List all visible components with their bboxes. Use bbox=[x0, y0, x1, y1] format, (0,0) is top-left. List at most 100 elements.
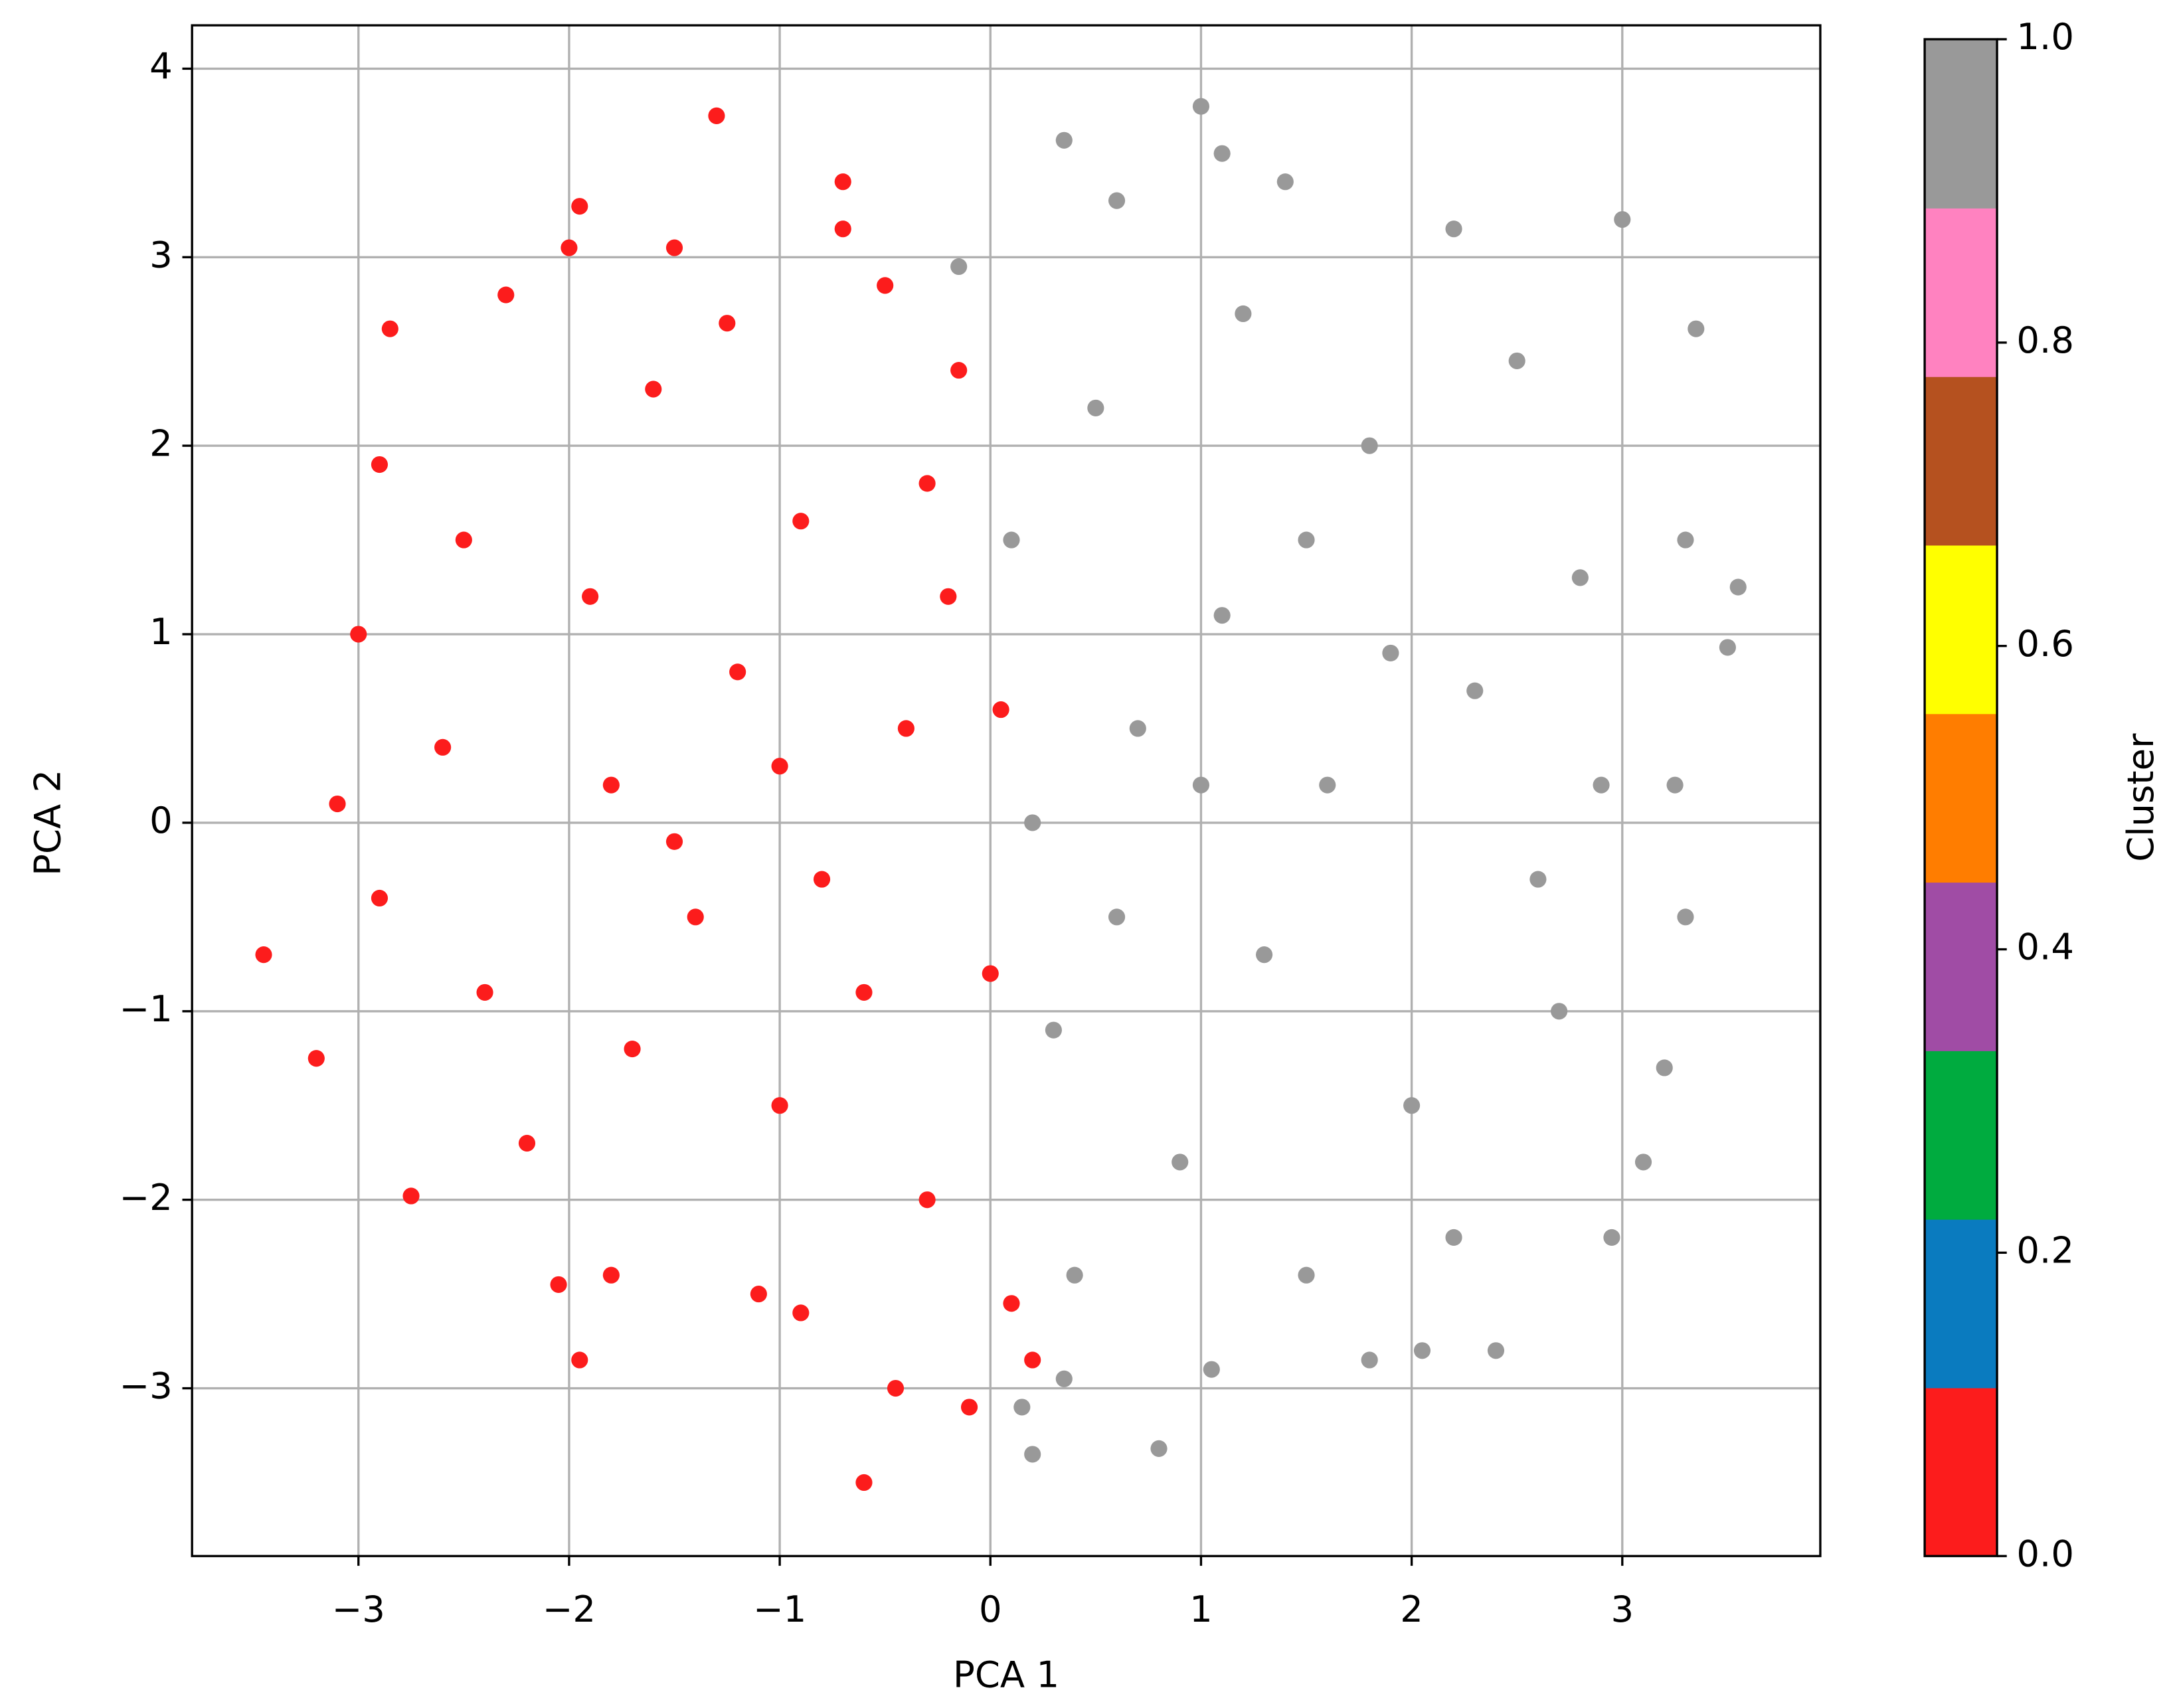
colorbar-tick-label: 0.6 bbox=[2016, 622, 2074, 665]
point bbox=[1571, 569, 1589, 586]
point bbox=[918, 1191, 936, 1209]
point bbox=[1677, 908, 1694, 926]
point bbox=[1055, 131, 1073, 149]
point bbox=[1487, 1342, 1505, 1359]
y-tick-label: −1 bbox=[120, 987, 173, 1030]
point bbox=[1024, 1446, 1041, 1463]
point bbox=[1298, 531, 1315, 549]
point bbox=[1172, 1153, 1189, 1171]
y-tick-label: 1 bbox=[149, 610, 173, 653]
point bbox=[1666, 776, 1684, 794]
colorbar-tick-label: 0.0 bbox=[2016, 1532, 2074, 1575]
point bbox=[1634, 1153, 1652, 1171]
point bbox=[1677, 531, 1694, 549]
point bbox=[1466, 682, 1484, 699]
point bbox=[1603, 1229, 1620, 1246]
point bbox=[665, 833, 683, 850]
colorbar-tick-label: 0.4 bbox=[2016, 926, 2074, 968]
point bbox=[1203, 1361, 1220, 1378]
point bbox=[855, 1474, 873, 1492]
point bbox=[476, 983, 493, 1001]
point bbox=[708, 107, 725, 124]
colorbar-segment bbox=[1925, 39, 1998, 209]
point bbox=[719, 315, 736, 332]
colorbar-segment bbox=[1925, 376, 1998, 546]
colorbar-tick-label: 1.0 bbox=[2016, 15, 2074, 58]
colorbar-segment bbox=[1925, 207, 1998, 377]
y-tick-label: 2 bbox=[149, 422, 173, 464]
colorbar-segment bbox=[1925, 713, 1998, 883]
point bbox=[813, 871, 831, 888]
point bbox=[918, 475, 936, 492]
x-tick-label: 3 bbox=[1610, 1588, 1634, 1630]
point bbox=[1529, 871, 1547, 888]
y-axis-label: PCA 2 bbox=[27, 770, 69, 876]
point bbox=[550, 1276, 567, 1293]
point bbox=[255, 946, 272, 964]
point bbox=[729, 663, 746, 681]
x-tick-label: 2 bbox=[1400, 1588, 1423, 1630]
point bbox=[1108, 908, 1126, 926]
point bbox=[645, 381, 662, 398]
point bbox=[1066, 1266, 1083, 1284]
point bbox=[792, 513, 810, 530]
point bbox=[1382, 644, 1399, 661]
y-tick-label: 0 bbox=[149, 799, 173, 841]
point bbox=[1298, 1266, 1315, 1284]
point bbox=[1688, 320, 1705, 337]
point bbox=[371, 889, 389, 907]
point bbox=[1129, 720, 1146, 737]
point bbox=[497, 286, 515, 303]
point bbox=[582, 588, 599, 605]
point bbox=[834, 220, 851, 238]
colorbar-segment bbox=[1925, 545, 1998, 715]
colorbar-segment bbox=[1925, 1050, 1998, 1220]
point bbox=[792, 1304, 810, 1322]
point bbox=[1403, 1097, 1421, 1114]
point bbox=[960, 1399, 978, 1416]
point bbox=[1192, 776, 1210, 794]
point bbox=[371, 456, 389, 473]
point bbox=[1150, 1440, 1168, 1457]
point bbox=[877, 277, 894, 294]
point bbox=[1413, 1342, 1431, 1359]
point bbox=[1003, 1295, 1020, 1312]
colorbar-frame bbox=[1923, 38, 1998, 1557]
point bbox=[1055, 1370, 1073, 1387]
point bbox=[1614, 211, 1631, 228]
point bbox=[434, 738, 452, 756]
y-tick-label: −2 bbox=[120, 1176, 173, 1219]
y-tick-label: 4 bbox=[149, 45, 173, 88]
point bbox=[381, 320, 398, 337]
point bbox=[750, 1286, 767, 1303]
point bbox=[1361, 437, 1378, 454]
point bbox=[887, 1379, 905, 1397]
point bbox=[329, 795, 346, 813]
point bbox=[1256, 946, 1273, 964]
colorbar-tick-label: 0.2 bbox=[2016, 1229, 2074, 1272]
x-tick-label: −2 bbox=[543, 1588, 596, 1630]
x-tick-label: −1 bbox=[753, 1588, 806, 1630]
point bbox=[1719, 639, 1736, 656]
point bbox=[855, 983, 873, 1001]
point bbox=[1276, 173, 1294, 191]
point bbox=[940, 588, 957, 605]
point bbox=[1087, 399, 1104, 416]
x-tick-label: −3 bbox=[332, 1588, 385, 1630]
x-tick-label: 0 bbox=[979, 1588, 1002, 1630]
point bbox=[455, 531, 472, 549]
point bbox=[571, 1351, 588, 1369]
point bbox=[1024, 814, 1041, 831]
point bbox=[1593, 776, 1610, 794]
point bbox=[1045, 1021, 1062, 1039]
colorbar-tick-label: 0.8 bbox=[2016, 319, 2074, 361]
point bbox=[1551, 1003, 1568, 1020]
x-axis-label: PCA 1 bbox=[953, 1654, 1059, 1696]
point bbox=[402, 1187, 420, 1205]
colorbar-label: Cluster bbox=[2119, 733, 2162, 862]
point bbox=[665, 239, 683, 256]
point bbox=[602, 1266, 620, 1284]
x-tick-label: 1 bbox=[1189, 1588, 1213, 1630]
colorbar-segment bbox=[1925, 1387, 1998, 1557]
